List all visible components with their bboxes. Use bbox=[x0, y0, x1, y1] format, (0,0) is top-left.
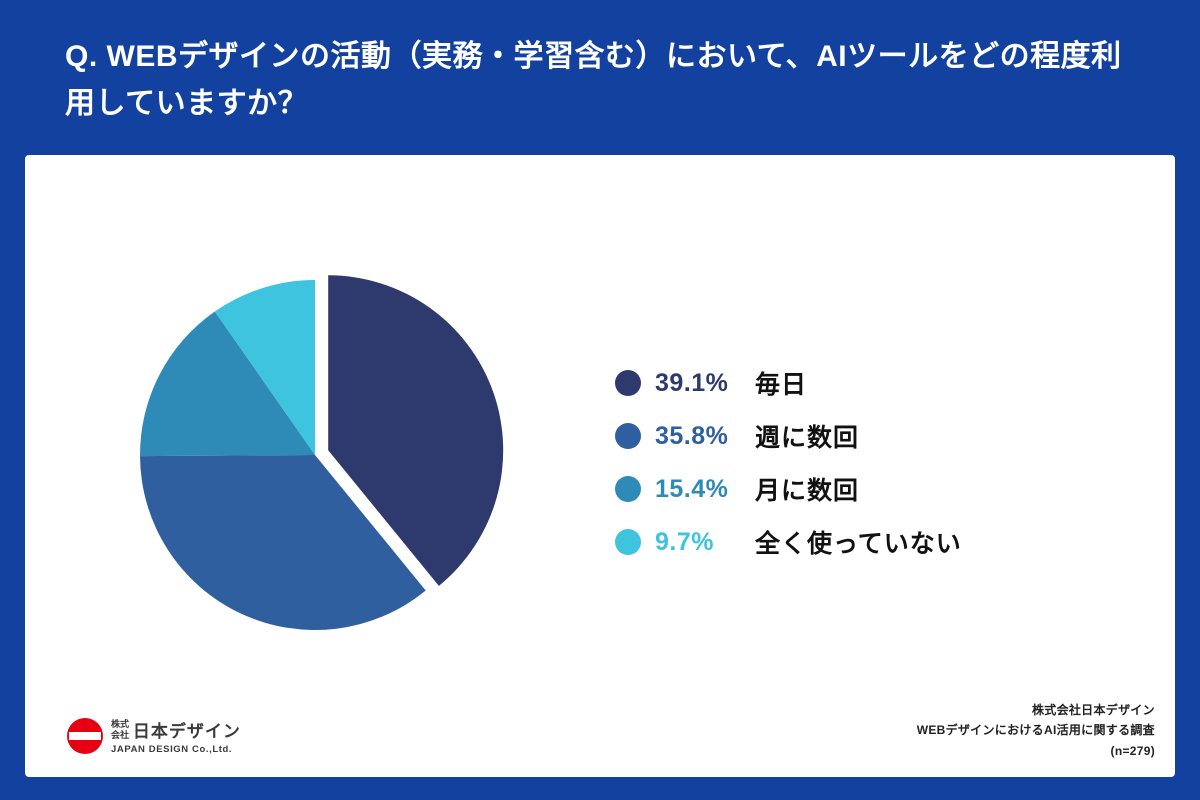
pie-slice-3 bbox=[139, 311, 315, 457]
pie-slice-1 bbox=[328, 275, 504, 586]
legend-label: 週に数回 bbox=[755, 424, 860, 452]
legend-item-2: 35.8% 週に数回 bbox=[615, 420, 962, 452]
japan-design-logo-icon bbox=[67, 718, 103, 754]
pie-slice-4 bbox=[214, 280, 315, 455]
legend-label: 全く使っていない bbox=[755, 530, 962, 558]
legend-item-1: 39.1% 毎日 bbox=[615, 367, 962, 399]
legend-percent: 15.4% bbox=[655, 474, 729, 503]
pie-chart bbox=[139, 275, 504, 631]
source-sample-size: (n=279) bbox=[1110, 743, 1155, 758]
pie-chart-container bbox=[125, 250, 525, 650]
legend-label: 月に数回 bbox=[755, 477, 860, 505]
logo-english-name: JAPAN DESIGN Co.,Ltd. bbox=[111, 744, 233, 755]
pie-slice-2 bbox=[140, 455, 426, 631]
legend-percent: 39.1% bbox=[655, 368, 729, 397]
question-title: Q. WEBデザインの活動（実務・学習含む）において、AIツールをどの程度利用し… bbox=[65, 40, 1122, 120]
legend-percent: 35.8% bbox=[655, 421, 729, 450]
legend-item-4: 9.7% 全く使っていない bbox=[615, 526, 962, 558]
legend-percent: 9.7% bbox=[655, 527, 714, 556]
source-attribution: 株式会社日本デザイン WEBデザインにおけるAI活用に関する調査 (n=279) bbox=[917, 700, 1155, 761]
logo-company-prefix: 株式会社 bbox=[111, 719, 130, 740]
legend-item-3: 15.4% 月に数回 bbox=[615, 473, 962, 505]
source-company: 株式会社日本デザイン bbox=[1031, 702, 1155, 717]
chart-card: 39.1% 毎日 35.8% 週に数回 15.4% 月に数回 9.7% 全く使っていない 株式… bbox=[25, 155, 1175, 777]
source-survey-name: WEBデザインにおけるAI活用に関する調査 bbox=[916, 723, 1155, 738]
logo-company-name: 日本デザイン bbox=[132, 722, 241, 741]
legend-color-dot bbox=[615, 476, 641, 502]
company-logo: 株式会社 日本デザイン JAPAN DESIGN Co.,Ltd. bbox=[67, 717, 241, 755]
legend-color-dot bbox=[615, 423, 641, 449]
legend-color-dot bbox=[615, 370, 641, 396]
legend-label: 毎日 bbox=[755, 371, 808, 399]
legend-color-dot bbox=[615, 529, 641, 555]
legend: 39.1% 毎日 35.8% 週に数回 15.4% 月に数回 9.7% 全く使っていない bbox=[615, 367, 962, 558]
